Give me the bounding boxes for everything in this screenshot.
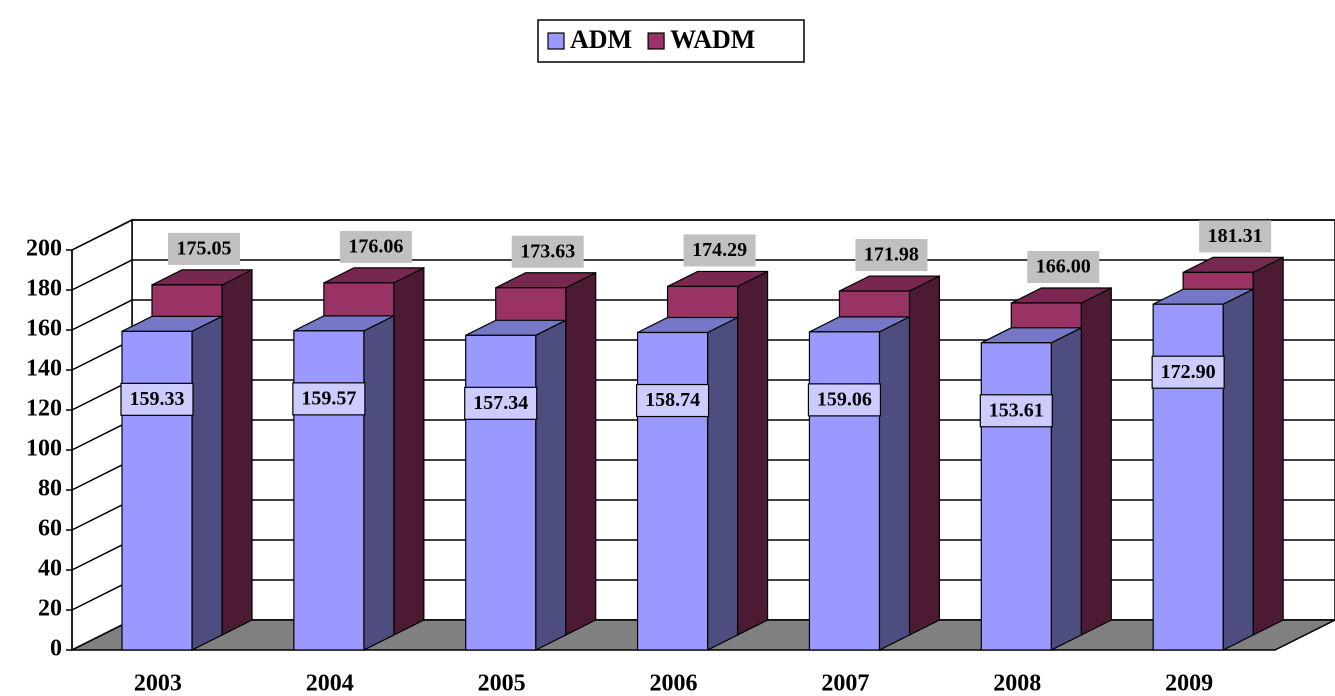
value-label: 176.06 — [348, 235, 403, 257]
bar-side — [221, 268, 253, 636]
bar-side — [1080, 287, 1112, 636]
bar-side — [363, 314, 395, 651]
y-tick-label: 120 — [26, 396, 62, 422]
y-tick-label: 100 — [26, 436, 62, 462]
value-label: 158.74 — [645, 389, 700, 411]
bar — [293, 330, 365, 651]
value-label-box — [1151, 355, 1225, 389]
y-tick-label: 20 — [38, 596, 62, 622]
bar — [465, 334, 537, 651]
bar-side — [1252, 256, 1284, 636]
legend-label: ADM — [570, 25, 632, 54]
grid-line — [71, 299, 133, 331]
bar-side — [565, 271, 597, 636]
bar-side — [706, 316, 739, 651]
bar-side — [736, 270, 769, 636]
value-label: 159.06 — [817, 388, 872, 410]
value-label: 173.63 — [520, 240, 575, 262]
x-tick-label: 2008 — [993, 671, 1041, 696]
y-tick-label: 0 — [50, 636, 62, 662]
y-tick-label: 40 — [38, 556, 62, 582]
x-tick-label: 2007 — [821, 671, 869, 696]
x-tick-label: 2005 — [478, 671, 526, 696]
x-tick-label: 2003 — [134, 671, 182, 696]
value-label-box — [855, 239, 928, 272]
value-label: 166.00 — [1036, 256, 1091, 278]
value-label: 172.90 — [1161, 361, 1216, 383]
y-tick-label: 160 — [26, 316, 62, 342]
value-label-box — [168, 232, 240, 265]
grid-line — [71, 219, 133, 251]
x-tick-label: 2004 — [306, 671, 354, 696]
value-label: 175.05 — [177, 237, 232, 259]
value-label-box — [979, 394, 1053, 428]
bar — [636, 331, 709, 651]
legend-swatch — [647, 32, 665, 50]
bar-side — [878, 315, 911, 651]
x-tick-label: 2006 — [650, 671, 698, 696]
value-label-box — [120, 382, 194, 416]
value-label: 159.33 — [130, 388, 185, 410]
value-label-box — [511, 235, 584, 268]
value-label-box — [1199, 220, 1272, 253]
bar-side — [535, 319, 567, 651]
value-label: 171.98 — [864, 244, 919, 266]
y-tick-label: 140 — [26, 356, 62, 382]
value-label-box — [339, 230, 412, 263]
bar-side — [1050, 326, 1082, 651]
bar-side — [908, 275, 941, 636]
grid-line — [71, 259, 133, 291]
value-label: 181.31 — [1208, 225, 1263, 247]
value-label-box — [464, 386, 538, 420]
legend-label: WADM — [670, 25, 755, 54]
bar — [121, 330, 193, 651]
value-label: 159.57 — [301, 387, 356, 409]
y-tick-label: 180 — [26, 276, 62, 302]
value-label-box — [1027, 251, 1100, 283]
value-label: 157.34 — [473, 392, 528, 414]
value-label-box — [683, 234, 756, 267]
bar-side — [393, 266, 425, 636]
y-tick-label: 80 — [38, 476, 62, 502]
legend-swatch — [547, 32, 565, 50]
value-label-box — [292, 382, 366, 416]
value-label-box — [635, 383, 710, 418]
bar-side — [1222, 288, 1254, 651]
value-label-box — [807, 383, 882, 417]
y-tick-label: 200 — [26, 236, 62, 262]
y-tick-label: 60 — [38, 516, 62, 542]
bar-side — [191, 315, 223, 651]
value-label: 174.29 — [692, 239, 747, 261]
bar — [808, 331, 881, 651]
x-tick-label: 2009 — [1165, 671, 1213, 696]
legend-box — [537, 19, 805, 63]
value-label: 153.61 — [989, 399, 1044, 421]
bar — [980, 342, 1052, 651]
